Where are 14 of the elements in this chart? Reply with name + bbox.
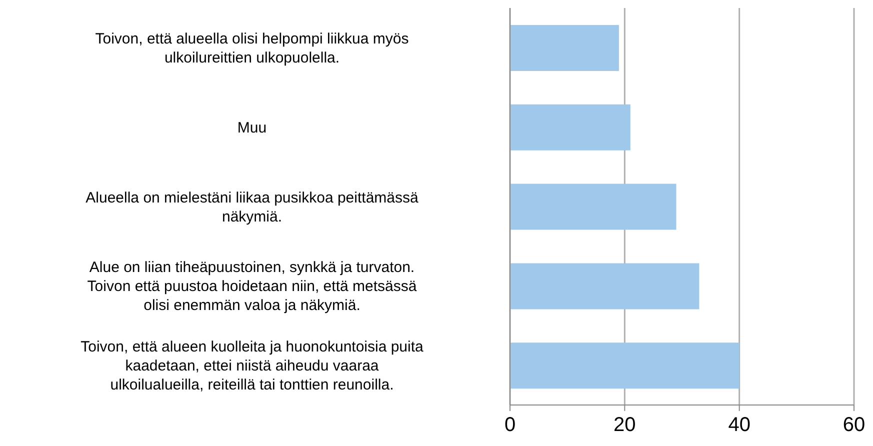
x-tick-label: 60 <box>842 414 866 436</box>
x-tick-label: 40 <box>728 414 750 436</box>
bar <box>510 184 676 230</box>
bar <box>510 342 740 389</box>
y-tick-label: Muu <box>237 119 267 136</box>
x-tick-label: 20 <box>614 414 636 436</box>
bar <box>510 263 700 310</box>
y-tick-label: Toivon, että alueella olisi helpompi liikkua myös ulkoilureittien ulkopuolella. <box>95 30 409 66</box>
bar <box>510 25 619 71</box>
bar <box>510 104 630 150</box>
y-tick-label: Alueella on mielestäni liikaa pusikkoa peittämässä näkymiä. <box>86 189 419 226</box>
x-tick-label: 0 <box>504 414 516 436</box>
y-tick-label: Toivon, että alueen kuolleita ja huonokuntoisia puita kaadetaan, ettei niistä aiheudu vaaraa ulkoilualueilla, reiteillä tai tonttien reunoilla. <box>80 338 424 394</box>
y-tick-label: Alue on liian tiheäpuustoinen, synkkä ja turvaton. Toivon että puustoa hoidetaan niin, että metsässä olisi enemmän valoa ja näkymiä. <box>87 259 418 314</box>
